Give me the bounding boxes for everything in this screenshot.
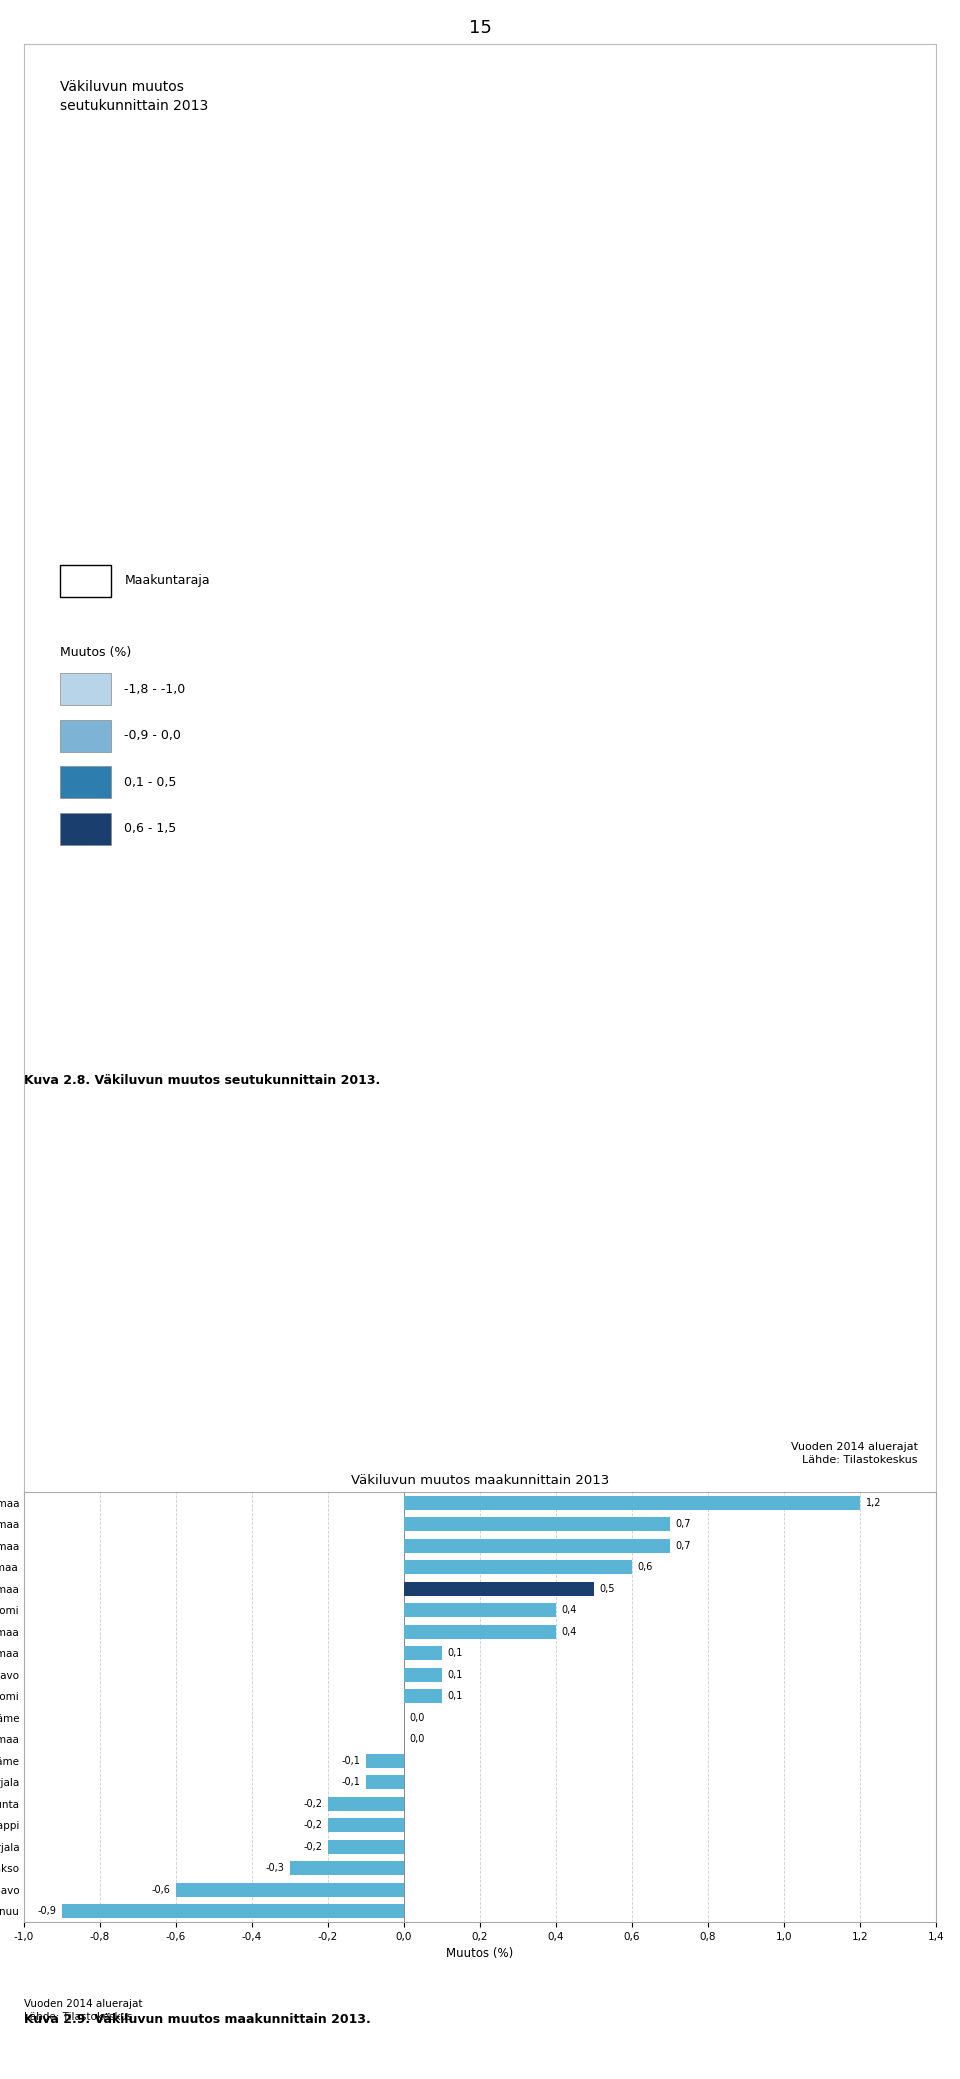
Text: 0,7: 0,7 [676,1520,691,1528]
Text: 0,1: 0,1 [447,1690,463,1701]
Text: -1,8 - -1,0: -1,8 - -1,0 [125,682,185,696]
Text: Kuva 2.9. Väkiluvun muutos maakunnittain 2013.: Kuva 2.9. Väkiluvun muutos maakunnittain… [24,2012,371,2027]
Text: Vuoden 2014 aluerajat
Lähde: Tilastokeskus: Vuoden 2014 aluerajat Lähde: Tilastokesk… [791,1443,918,1466]
Text: 0,5: 0,5 [600,1584,615,1595]
Bar [404,1603,556,1617]
Text: 0,7: 0,7 [676,1541,691,1551]
Text: Kuva 2.8. Väkiluvun muutos seutukunnittain 2013.: Kuva 2.8. Väkiluvun muutos seutukunnitta… [24,1075,380,1087]
Bar [404,1538,670,1553]
Bar [60,719,110,753]
Bar [60,813,110,844]
Bar [404,1647,442,1659]
Text: -0,9: -0,9 [37,1906,57,1917]
Text: -0,3: -0,3 [265,1863,284,1873]
Bar [404,1582,594,1595]
Bar [404,1559,632,1574]
Text: 0,0: 0,0 [410,1734,425,1744]
Text: Vuoden 2014 aluerajat
Lähde: Tilastokeskus: Vuoden 2014 aluerajat Lähde: Tilastokesk… [24,2000,142,2023]
Bar [328,1840,404,1854]
Bar [290,1861,404,1875]
Bar [404,1667,442,1682]
Bar [176,1884,404,1896]
Text: 0,6: 0,6 [637,1561,653,1572]
Text: 0,6 - 1,5: 0,6 - 1,5 [125,821,177,836]
Text: 15: 15 [468,19,492,37]
Bar [404,1518,670,1530]
Text: -0,6: -0,6 [152,1884,170,1894]
Text: 0,4: 0,4 [562,1605,577,1615]
Bar [328,1796,404,1811]
Text: -0,1: -0,1 [342,1778,360,1788]
Text: -0,2: -0,2 [303,1819,323,1830]
Bar [404,1624,556,1638]
Bar [60,674,110,705]
Bar [62,1904,404,1919]
Bar [328,1819,404,1832]
Text: Maakuntaraja: Maakuntaraja [125,574,210,586]
X-axis label: Muutos (%): Muutos (%) [446,1948,514,1960]
Text: -0,1: -0,1 [342,1755,360,1765]
Text: 1,2: 1,2 [866,1497,881,1507]
Bar [404,1688,442,1703]
Text: Muutos (%): Muutos (%) [60,647,132,659]
Text: 0,4: 0,4 [562,1626,577,1636]
Title: Väkiluvun muutos maakunnittain 2013: Väkiluvun muutos maakunnittain 2013 [350,1474,610,1486]
Bar [60,565,110,597]
Text: Väkiluvun muutos
seutukunnittain 2013: Väkiluvun muutos seutukunnittain 2013 [60,81,208,112]
Text: -0,9 - 0,0: -0,9 - 0,0 [125,730,181,742]
Text: 0,1: 0,1 [447,1669,463,1680]
Bar [404,1495,860,1509]
Text: -0,2: -0,2 [303,1842,323,1852]
Bar [366,1753,404,1767]
Bar [60,767,110,798]
Text: 0,0: 0,0 [410,1713,425,1723]
Text: -0,2: -0,2 [303,1798,323,1809]
Text: 0,1: 0,1 [447,1649,463,1659]
Bar [366,1775,404,1790]
Text: 0,1 - 0,5: 0,1 - 0,5 [125,775,177,788]
